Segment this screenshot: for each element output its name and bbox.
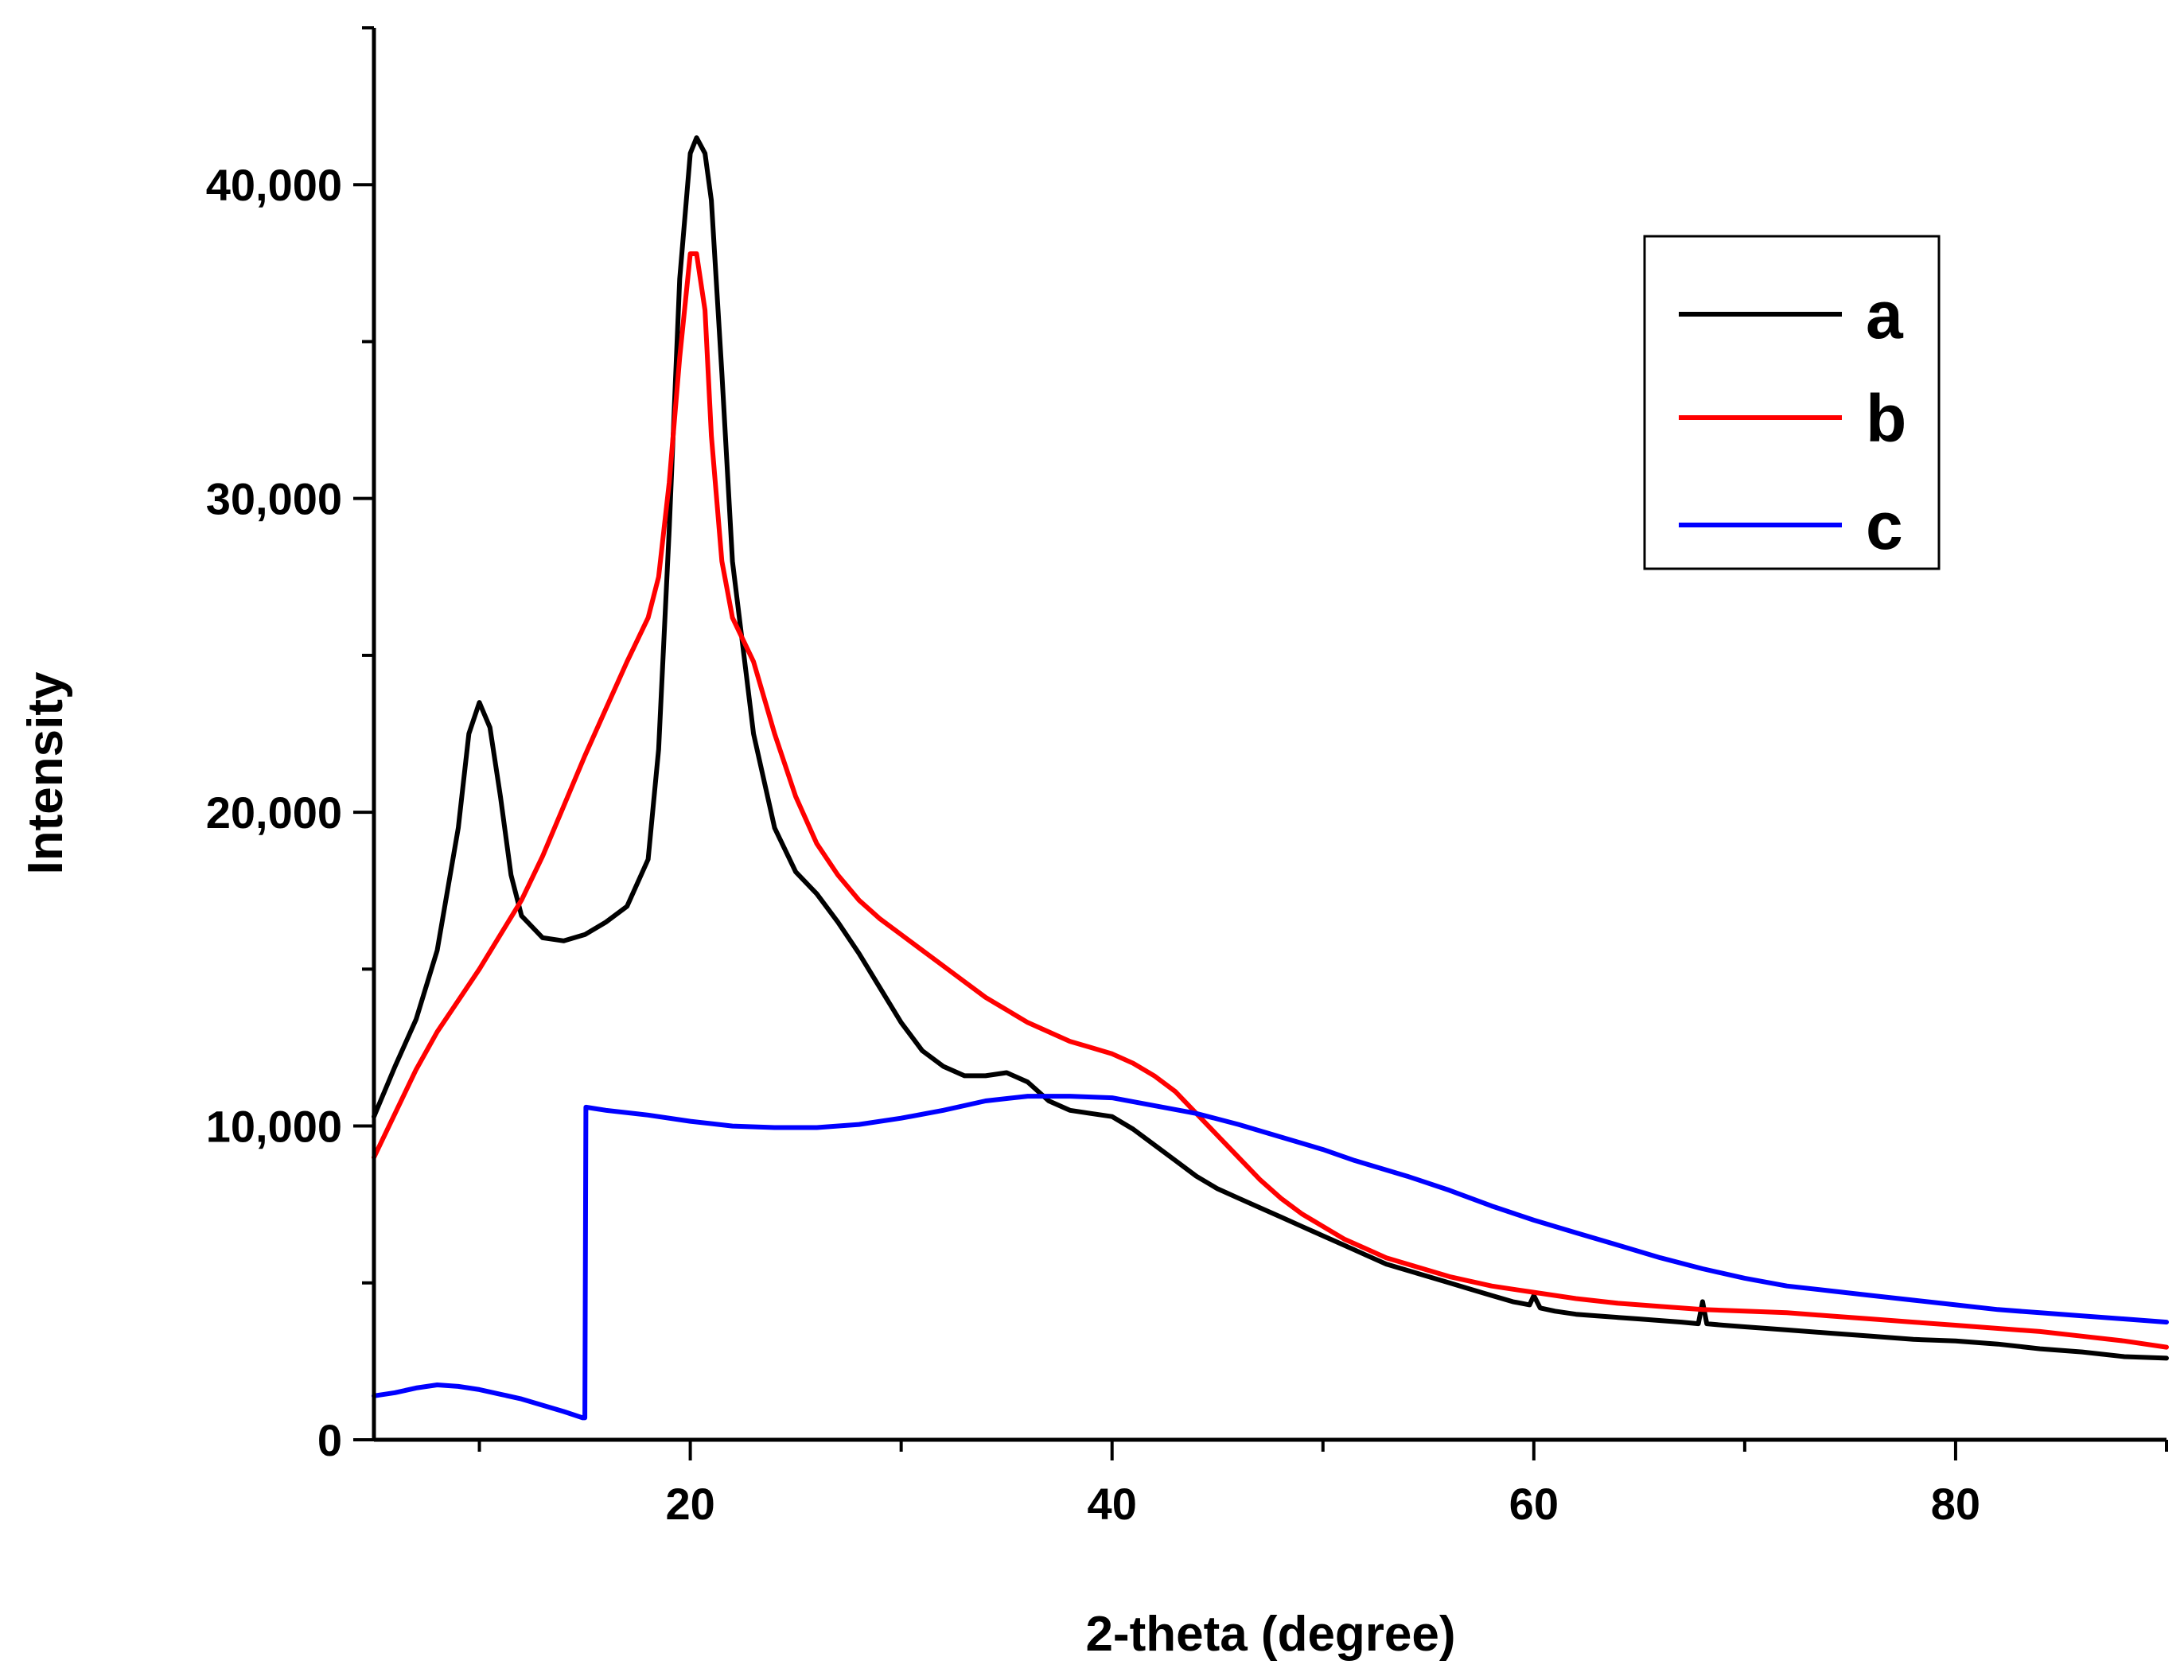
plot-area: 0 10,000 20,000 30,000 40,000 20 40 60 80 xyxy=(206,26,2169,1529)
series-line-b xyxy=(372,251,2169,1350)
y-tick-label: 10,000 xyxy=(206,1102,342,1152)
legend-items: abc xyxy=(1679,278,1906,563)
legend-label-c: c xyxy=(1866,488,1903,563)
x-tick-label: 80 xyxy=(1931,1479,1980,1529)
y-axis-label: Intensity xyxy=(18,671,73,874)
x-tick-label: 60 xyxy=(1509,1479,1559,1529)
series-layer xyxy=(372,135,2169,1421)
y-tick-labels: 0 10,000 20,000 30,000 40,000 xyxy=(206,160,342,1465)
series-line-c xyxy=(372,1094,2169,1421)
axis-ticks xyxy=(353,26,2168,1460)
y-tick-label: 30,000 xyxy=(206,474,342,524)
x-tick-label: 20 xyxy=(665,1479,714,1529)
y-tick-label: 40,000 xyxy=(206,160,342,210)
legend: abc xyxy=(1643,235,1941,570)
x-tick-label: 40 xyxy=(1088,1479,1137,1529)
legend-label-a: a xyxy=(1866,278,1904,352)
series-line-a xyxy=(372,135,2169,1361)
x-tick-labels: 20 40 60 80 xyxy=(665,1479,1980,1529)
y-tick-label: 0 xyxy=(317,1415,342,1465)
x-axis-label: 2-theta (degree) xyxy=(1085,1607,1455,1662)
y-tick-label: 20,000 xyxy=(206,788,342,838)
legend-box xyxy=(1643,235,1941,570)
legend-label-b: b xyxy=(1866,381,1906,456)
